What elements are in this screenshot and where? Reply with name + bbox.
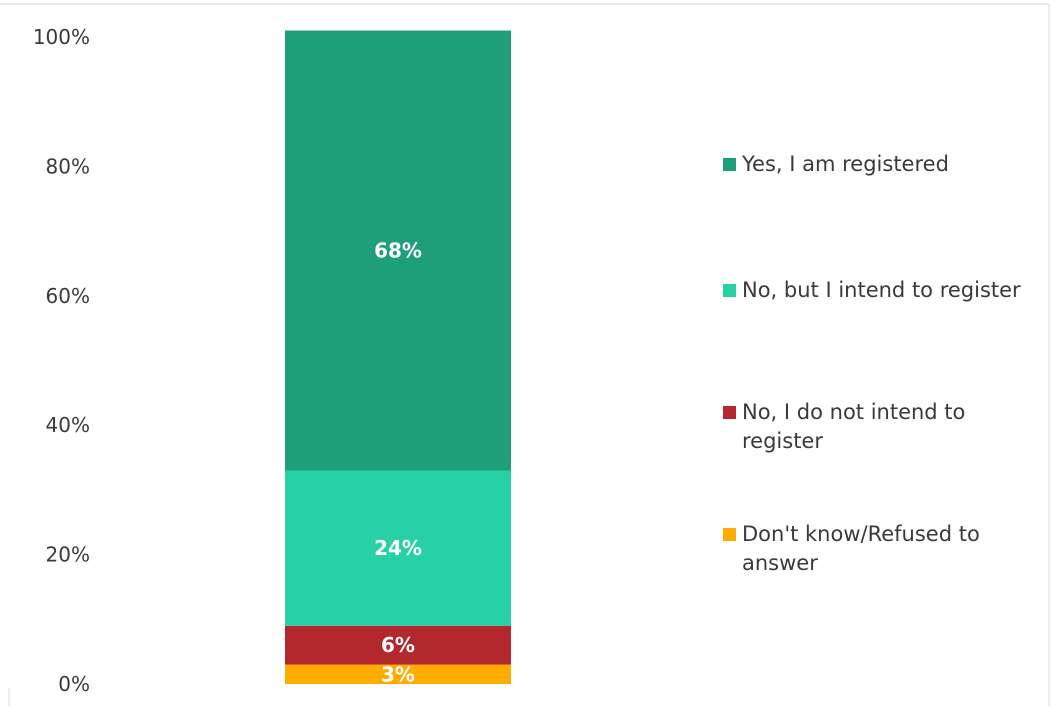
legend-label: Don't know/Refused to answer [742,522,980,575]
legend-item: Yes, I am registered [723,150,1043,179]
data-labels: 3% 6% 24% 68% [374,239,422,687]
data-label: 6% [381,633,415,657]
y-tick-label: 80% [46,154,90,178]
legend-item: No, I do not intend to register [723,398,1043,456]
legend-label: No, but I intend to register [742,278,1021,302]
legend-swatch [723,406,736,419]
legend-swatch [723,528,736,541]
bar-segment [285,664,511,684]
bar-segment [285,470,511,626]
y-tick-label: 100% [33,25,90,49]
legend-item: No, but I intend to register [723,276,1043,305]
data-label: 24% [374,536,422,560]
bar-stack [285,30,511,684]
legend-label: No, I do not intend to register [742,400,966,453]
legend-swatch [723,284,736,297]
legend-swatch [723,158,736,171]
y-tick-label: 20% [46,543,90,567]
chart-border [0,3,1050,706]
y-tick-label: 40% [46,413,90,437]
data-label: 68% [374,239,422,263]
y-tick-label: 60% [46,284,90,308]
legend-item: Don't know/Refused to answer [723,520,1043,578]
data-label: 3% [381,662,415,686]
y-axis: 0% 20% 40% 60% 80% 100% [33,25,90,696]
legend-label: Yes, I am registered [742,152,949,176]
bar-segment [285,30,511,471]
bar-segment [285,625,511,665]
y-tick-label: 0% [58,672,90,696]
